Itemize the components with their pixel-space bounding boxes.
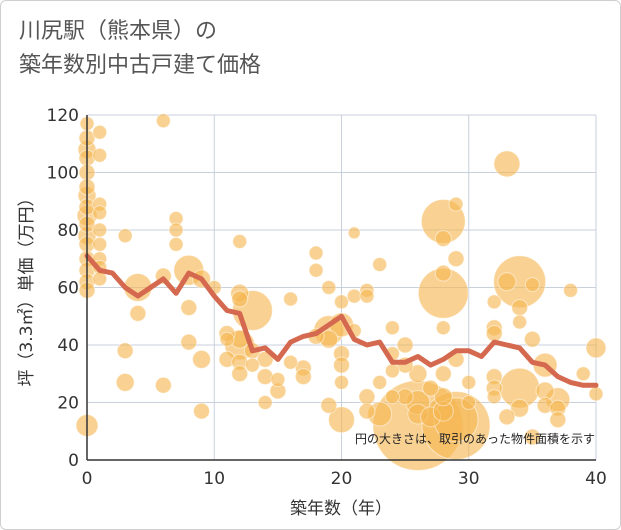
data-bubble	[168, 222, 184, 238]
data-bubble	[232, 234, 248, 249]
data-bubble	[192, 349, 212, 369]
x-tick-label: 30	[458, 469, 480, 489]
x-axis-label: 築年数（年）	[290, 499, 392, 519]
data-bubble	[434, 365, 452, 383]
data-bubble	[270, 372, 286, 387]
data-bubble	[219, 331, 235, 347]
data-bubble	[435, 320, 451, 336]
y-axis-label: 坪（3.3㎡）単価（万円）	[17, 189, 37, 386]
data-bubble	[333, 356, 350, 374]
data-bubble	[129, 304, 147, 322]
data-bubble	[549, 411, 567, 429]
bubble-size-annotation: 円の大きさは、取引のあった物件面積を示す	[355, 431, 595, 446]
data-bubble	[512, 314, 528, 330]
data-bubble	[358, 388, 376, 406]
data-bubble	[346, 288, 362, 304]
data-bubble	[359, 288, 375, 304]
y-tick-label: 40	[57, 336, 79, 356]
data-bubble	[511, 299, 529, 317]
data-bubble	[396, 336, 414, 354]
data-bubble	[231, 290, 249, 308]
data-bubble	[328, 406, 355, 434]
data-bubble	[116, 342, 134, 360]
y-tick-label: 20	[57, 394, 79, 414]
data-bubble	[256, 368, 274, 386]
data-bubble	[155, 113, 171, 129]
x-tick-label: 0	[82, 469, 93, 489]
data-bubble	[434, 264, 452, 282]
data-bubble	[283, 291, 299, 307]
data-bubble	[321, 280, 337, 295]
data-bubble	[486, 389, 502, 405]
y-tick-label: 0	[68, 451, 79, 471]
data-bubble	[92, 236, 108, 252]
data-bubble	[347, 226, 361, 240]
data-bubble	[283, 354, 299, 370]
data-bubble	[257, 395, 273, 410]
data-bubble	[92, 147, 108, 163]
data-bubble	[308, 245, 324, 261]
data-bubble	[334, 294, 349, 310]
y-tick-label: 100	[47, 164, 79, 184]
data-bubble	[193, 402, 211, 420]
data-bubble	[358, 402, 376, 420]
data-bubble	[117, 228, 133, 244]
data-bubble	[372, 257, 388, 272]
data-bubble	[523, 330, 541, 348]
x-tick-label: 40	[585, 469, 607, 489]
data-bubble	[154, 376, 172, 394]
data-bubble	[448, 196, 464, 212]
data-bubble	[384, 389, 400, 405]
data-bubble	[588, 386, 604, 402]
chart-title-line2: 築年数別中古戸建て価格	[19, 53, 262, 78]
data-bubble	[433, 387, 453, 407]
data-bubble	[308, 262, 324, 278]
data-bubble	[422, 379, 440, 397]
data-bubble	[510, 398, 530, 418]
y-tick-label: 120	[47, 106, 79, 126]
axes: 0 20 40 60 80 100 120 0 10 20 30 40	[47, 106, 607, 489]
data-bubble	[461, 395, 477, 410]
data-bubble	[485, 325, 503, 342]
data-bubble	[447, 250, 465, 268]
chart-title-line1: 川尻駅（熊本県）の	[19, 19, 218, 44]
x-tick-label: 10	[203, 469, 225, 489]
data-bubble	[384, 320, 400, 336]
chart-title: 川尻駅（熊本県）の 築年数別中古戸建て価格	[19, 15, 261, 83]
data-bubble	[180, 299, 198, 317]
data-bubble	[372, 374, 388, 390]
average-price-line	[84, 253, 599, 388]
data-bubble	[92, 124, 108, 140]
data-bubble	[486, 294, 502, 310]
data-bubble	[294, 368, 312, 386]
data-bubble	[524, 277, 540, 293]
data-bubble	[92, 271, 108, 287]
data-bubble	[231, 365, 249, 383]
data-bubble	[434, 230, 452, 248]
data-bubble	[115, 372, 135, 392]
y-tick-label: 60	[57, 279, 79, 299]
data-bubble	[244, 357, 260, 373]
x-tick-label: 20	[331, 469, 353, 489]
data-bubble	[493, 150, 521, 178]
bubble-series	[75, 113, 607, 471]
data-bubble	[523, 428, 541, 446]
data-bubble	[575, 366, 591, 382]
data-bubble	[384, 363, 400, 379]
data-bubble	[320, 396, 338, 414]
data-bubble	[334, 374, 349, 390]
data-bubble	[168, 236, 184, 252]
data-bubble	[92, 222, 108, 238]
data-bubble	[408, 364, 428, 384]
data-bubble	[497, 272, 517, 292]
average-line-series	[84, 253, 599, 388]
data-bubble	[498, 408, 516, 426]
data-bubble	[92, 205, 108, 221]
data-bubble	[585, 337, 607, 359]
data-bubble	[461, 374, 477, 390]
data-bubble	[563, 282, 579, 298]
data-bubble	[180, 333, 198, 351]
y-tick-label: 80	[57, 221, 79, 241]
